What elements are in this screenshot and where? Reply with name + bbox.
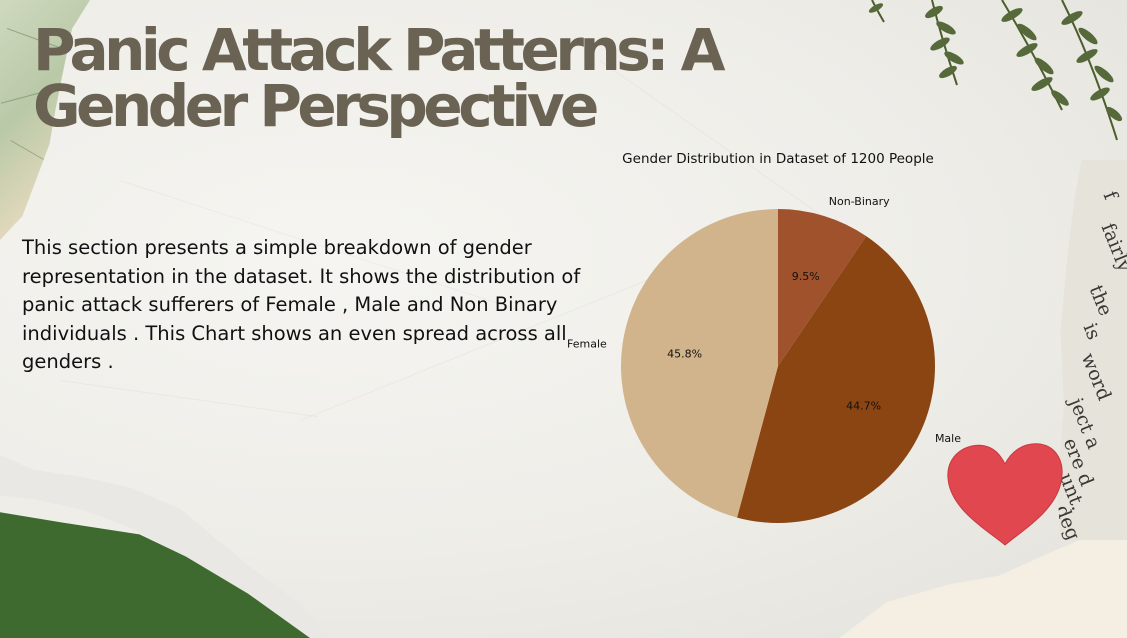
pie-slice-percent-label: 45.8% — [667, 348, 702, 361]
pie-slice-percent-label: 9.5% — [792, 270, 820, 283]
chart-title: Gender Distribution in Dataset of 1200 P… — [622, 151, 934, 167]
pie-slice-category-label: Male — [935, 432, 961, 445]
pie-slice-female — [621, 209, 778, 518]
pie-chart: Gender Distribution in Dataset of 1200 P… — [567, 151, 961, 523]
paper-heart — [947, 443, 1063, 546]
paper-crease — [60, 380, 318, 417]
pie-slice-non-binary — [778, 209, 867, 366]
newspaper-strip: f fairly the is word ject a ere d unt. d… — [1057, 160, 1127, 540]
pie-slice-percent-label: 44.7% — [846, 399, 881, 412]
slide-body-text: This section presents a simple breakdown… — [22, 236, 581, 373]
slide-title: Panic Attack Patterns: A Gender Perspect… — [33, 16, 726, 140]
pie-slice-category-label: Female — [567, 337, 607, 350]
pie-slice-male — [737, 236, 936, 523]
fern-leaves — [868, 0, 1123, 141]
pie-slice-category-label: Non-Binary — [829, 195, 890, 208]
